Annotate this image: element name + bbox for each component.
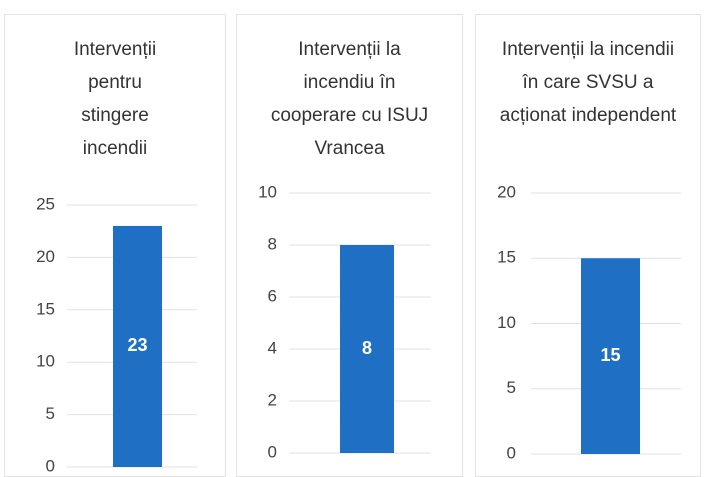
data-label: 23 xyxy=(127,335,147,355)
y-tick-label: 5 xyxy=(507,378,516,397)
chart-panel: 0 2 4 6 8 10 8 Intervenții la incendiu în coope… xyxy=(236,14,463,477)
data-label: 15 xyxy=(600,345,620,365)
y-tick-label: 8 xyxy=(268,234,277,253)
y-tick-label: 0 xyxy=(507,443,516,462)
chart-title: Intervenții pentru stingere incendii xyxy=(73,39,157,159)
y-tick-label: 20 xyxy=(497,182,516,201)
y-tick-label: 5 xyxy=(46,404,55,423)
bar xyxy=(581,258,640,454)
y-tick-label: 20 xyxy=(36,247,55,266)
chart-title: Intervenții la incendii în care SVSU a a… xyxy=(499,39,677,126)
y-tick-label: 10 xyxy=(36,352,55,371)
chart-panel: 0 5 10 15 20 15 Intervenții la incendii în car… xyxy=(475,14,701,477)
chart: 0 5 10 15 20 15 xyxy=(497,182,681,462)
chart: 0 5 10 15 20 25 23 xyxy=(36,194,197,475)
chart-title: Intervenții la incendiu în cooperare cu … xyxy=(270,39,429,159)
bar xyxy=(113,225,162,467)
y-tick-label: 15 xyxy=(36,299,55,318)
y-tick-label: 6 xyxy=(268,286,277,305)
data-label: 8 xyxy=(362,338,372,358)
y-tick-label: 25 xyxy=(36,194,55,213)
y-tick-label: 0 xyxy=(268,442,277,461)
y-tick-label: 0 xyxy=(46,456,55,475)
y-tick-label: 4 xyxy=(268,338,277,357)
chart: 0 2 4 6 8 10 8 xyxy=(258,182,431,461)
chart-panel: 0 5 10 15 20 25 23 Intervenții pentru stingere … xyxy=(4,14,226,477)
y-tick-label: 10 xyxy=(258,182,277,201)
y-tick-label: 2 xyxy=(268,390,277,409)
y-tick-label: 10 xyxy=(497,313,516,332)
y-tick-label: 15 xyxy=(497,248,516,267)
bar xyxy=(340,245,394,453)
